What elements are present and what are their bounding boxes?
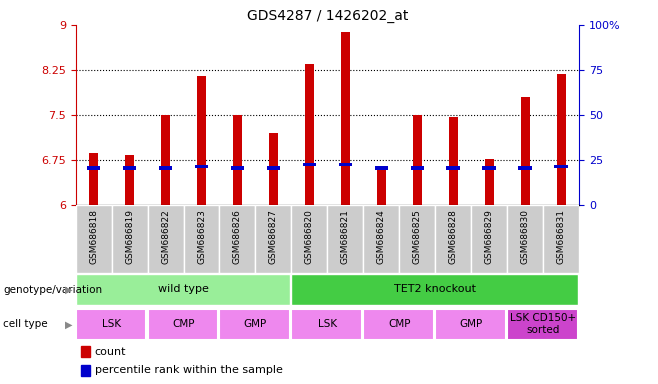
Text: GMP: GMP bbox=[459, 319, 483, 329]
Bar bbox=[519, 166, 532, 170]
Bar bbox=[413, 115, 422, 205]
Bar bbox=[81, 365, 89, 376]
Bar bbox=[557, 74, 566, 205]
Bar bbox=[435, 205, 471, 273]
Bar bbox=[447, 166, 460, 170]
Text: count: count bbox=[95, 347, 126, 357]
Text: GSM686823: GSM686823 bbox=[197, 209, 206, 264]
Bar bbox=[471, 205, 507, 273]
Text: GSM686818: GSM686818 bbox=[89, 209, 98, 264]
Bar bbox=[305, 64, 314, 205]
Text: GSM686826: GSM686826 bbox=[233, 209, 242, 264]
Bar bbox=[76, 274, 290, 306]
Bar bbox=[507, 205, 543, 273]
Text: cell type: cell type bbox=[3, 319, 48, 329]
Text: GSM686829: GSM686829 bbox=[485, 209, 494, 264]
Text: GSM686828: GSM686828 bbox=[449, 209, 458, 264]
Text: percentile rank within the sample: percentile rank within the sample bbox=[95, 365, 283, 375]
Bar bbox=[231, 166, 244, 170]
Bar bbox=[161, 115, 170, 205]
Text: GSM686821: GSM686821 bbox=[341, 209, 350, 264]
Text: GSM686831: GSM686831 bbox=[557, 209, 566, 264]
Bar bbox=[411, 166, 424, 170]
Text: GSM686825: GSM686825 bbox=[413, 209, 422, 264]
Bar bbox=[112, 205, 147, 273]
Text: LSK: LSK bbox=[102, 319, 121, 329]
Bar bbox=[220, 309, 290, 340]
Bar bbox=[554, 164, 568, 168]
Bar bbox=[123, 166, 136, 170]
Bar bbox=[159, 166, 172, 170]
Text: LSK CD150+
sorted: LSK CD150+ sorted bbox=[510, 313, 576, 334]
Bar bbox=[374, 166, 388, 170]
Bar bbox=[363, 205, 399, 273]
Text: ▶: ▶ bbox=[64, 285, 72, 295]
Bar bbox=[147, 309, 218, 340]
Title: GDS4287 / 1426202_at: GDS4287 / 1426202_at bbox=[247, 8, 408, 23]
Bar bbox=[89, 153, 98, 205]
Bar bbox=[327, 205, 363, 273]
Bar bbox=[291, 309, 362, 340]
Text: wild type: wild type bbox=[158, 284, 209, 294]
Bar bbox=[266, 166, 280, 170]
Text: CMP: CMP bbox=[388, 319, 411, 329]
Bar bbox=[220, 205, 255, 273]
Bar bbox=[76, 309, 146, 340]
Text: GSM686820: GSM686820 bbox=[305, 209, 314, 264]
Text: LSK: LSK bbox=[318, 319, 337, 329]
Text: ▶: ▶ bbox=[64, 319, 72, 329]
Bar bbox=[435, 309, 506, 340]
Text: GSM686824: GSM686824 bbox=[377, 209, 386, 263]
Bar bbox=[303, 163, 316, 166]
Bar bbox=[485, 159, 494, 205]
Bar bbox=[377, 166, 386, 205]
Bar bbox=[520, 97, 530, 205]
Text: GSM686822: GSM686822 bbox=[161, 209, 170, 263]
Bar bbox=[184, 205, 220, 273]
Bar bbox=[197, 76, 206, 205]
Bar bbox=[482, 166, 496, 170]
Text: GMP: GMP bbox=[244, 319, 267, 329]
Bar bbox=[291, 205, 327, 273]
Bar bbox=[449, 117, 458, 205]
Bar bbox=[76, 205, 112, 273]
Bar bbox=[543, 205, 579, 273]
Bar bbox=[339, 163, 352, 166]
Bar bbox=[147, 205, 184, 273]
Bar bbox=[87, 166, 101, 170]
Text: CMP: CMP bbox=[172, 319, 195, 329]
Bar bbox=[399, 205, 435, 273]
Bar bbox=[507, 309, 578, 340]
Text: GSM686819: GSM686819 bbox=[125, 209, 134, 264]
Bar bbox=[363, 309, 434, 340]
Text: TET2 knockout: TET2 knockout bbox=[394, 284, 476, 294]
Bar bbox=[255, 205, 291, 273]
Bar bbox=[233, 115, 242, 205]
Bar bbox=[81, 346, 89, 357]
Bar bbox=[195, 164, 208, 168]
Text: GSM686830: GSM686830 bbox=[520, 209, 530, 264]
Bar bbox=[125, 155, 134, 205]
Text: genotype/variation: genotype/variation bbox=[3, 285, 103, 295]
Text: GSM686827: GSM686827 bbox=[269, 209, 278, 264]
Bar bbox=[341, 32, 350, 205]
Bar bbox=[291, 274, 578, 306]
Bar bbox=[269, 133, 278, 205]
